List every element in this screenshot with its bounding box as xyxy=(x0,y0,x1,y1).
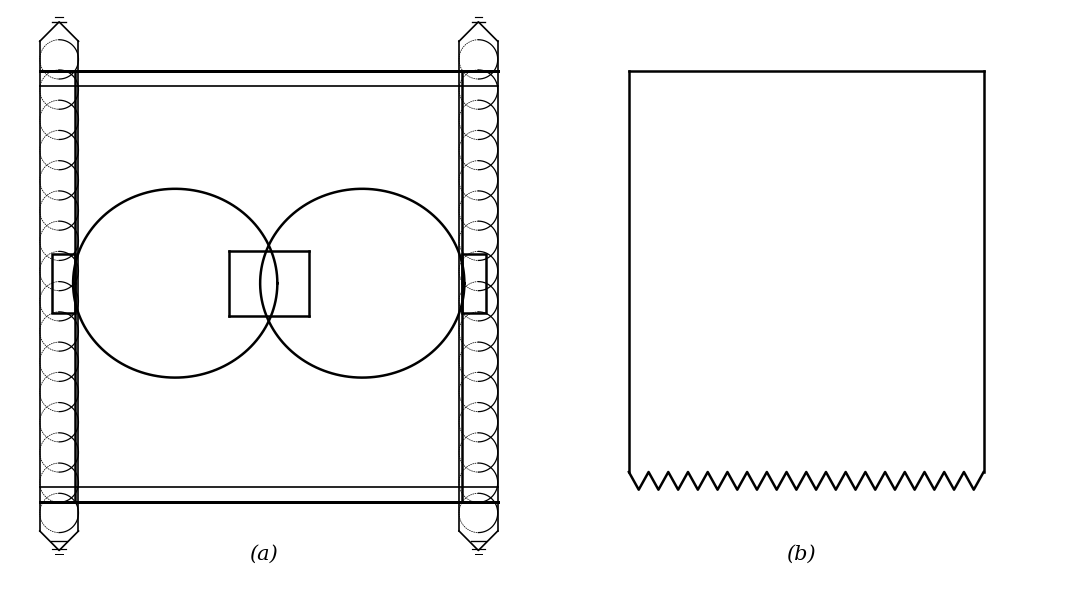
Bar xyxy=(462,254,486,313)
Bar xyxy=(75,71,462,502)
Bar xyxy=(52,254,75,313)
Text: (a): (a) xyxy=(249,545,277,564)
Text: (b): (b) xyxy=(786,545,816,564)
